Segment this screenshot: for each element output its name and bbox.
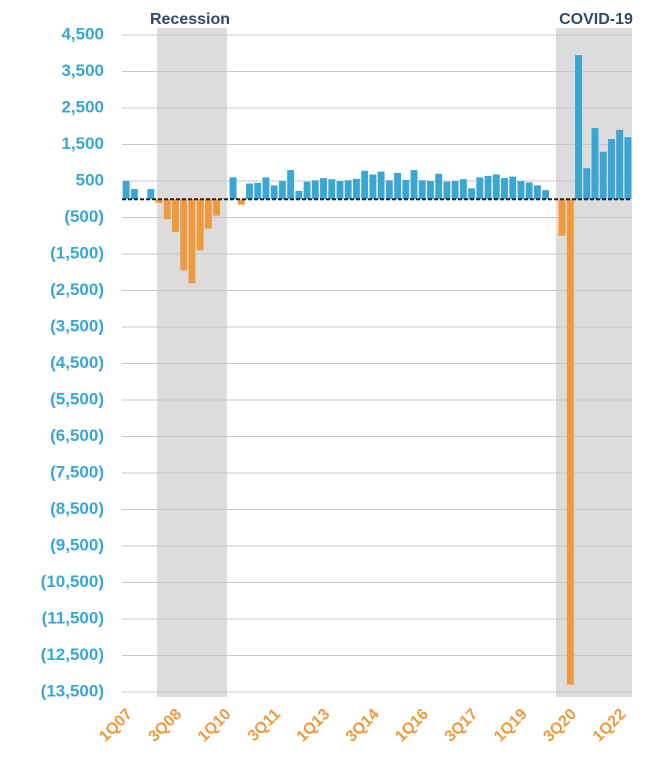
bar — [509, 176, 517, 200]
bar — [476, 177, 484, 200]
bar — [262, 177, 270, 200]
x-tick-label: 1Q07 — [96, 706, 136, 746]
y-tick-label: (10,500) — [41, 572, 104, 591]
bar — [517, 181, 525, 200]
bar — [468, 188, 476, 200]
bar — [254, 182, 262, 200]
bar — [443, 181, 451, 200]
bar — [155, 199, 163, 203]
bar — [303, 181, 311, 200]
bar — [122, 181, 130, 200]
x-tick-label: 3Q08 — [146, 706, 186, 746]
bar — [575, 55, 582, 200]
y-tick-label: (2,500) — [50, 280, 104, 299]
bar — [607, 139, 615, 200]
annotation: COVID-19 — [559, 11, 633, 28]
bar — [591, 128, 599, 200]
bar — [525, 182, 533, 200]
y-tick-label: 1,500 — [61, 134, 104, 153]
bar — [336, 181, 344, 200]
y-tick-label: (500) — [64, 207, 104, 226]
bar — [130, 189, 138, 200]
bar — [459, 179, 467, 200]
bar — [558, 199, 566, 236]
bar — [427, 181, 434, 200]
y-tick-label: (6,500) — [50, 426, 104, 445]
y-tick-label: 4,500 — [61, 24, 104, 43]
bar — [180, 199, 188, 271]
bar — [229, 177, 237, 200]
bar — [147, 189, 155, 200]
x-tick-label: 1Q16 — [392, 706, 432, 746]
y-tick-label: (13,500) — [41, 681, 104, 700]
y-tick-label: 2,500 — [61, 97, 104, 116]
bar — [196, 199, 204, 251]
bar — [352, 178, 360, 200]
bar — [533, 185, 541, 200]
y-tick-label: 3,500 — [61, 61, 104, 80]
bar — [213, 199, 221, 216]
bar — [163, 199, 171, 220]
bar — [287, 170, 295, 200]
bar — [435, 173, 443, 200]
bar — [295, 190, 303, 200]
x-tick-label: 3Q20 — [540, 706, 580, 746]
bar — [616, 129, 624, 200]
bar — [501, 178, 508, 200]
bar — [270, 185, 278, 200]
recession-shade — [157, 28, 227, 697]
x-tick-label: 1Q13 — [294, 706, 334, 746]
bar — [320, 178, 327, 200]
x-tick-label: 3Q17 — [442, 706, 482, 746]
bar — [246, 183, 253, 200]
x-tick-label: 1Q19 — [491, 706, 531, 746]
bar — [311, 180, 319, 200]
y-tick-label: (12,500) — [41, 645, 104, 664]
y-tick-label: (7,500) — [50, 462, 104, 481]
y-tick-label: (9,500) — [50, 535, 104, 554]
y-tick-label: (1,500) — [50, 243, 104, 262]
x-tick-label: 3Q14 — [343, 706, 383, 746]
bar — [188, 199, 196, 284]
bar — [278, 181, 286, 200]
bar — [492, 174, 500, 200]
y-tick-label: (3,500) — [50, 316, 104, 335]
y-tick-label: 500 — [76, 170, 104, 189]
bar — [566, 199, 574, 685]
y-tick-label: (5,500) — [50, 389, 104, 408]
bar — [402, 179, 410, 200]
bar — [583, 168, 591, 200]
x-tick-label: 3Q11 — [245, 706, 284, 745]
y-tick-label: (11,500) — [42, 608, 104, 627]
bar — [542, 190, 550, 200]
y-tick-label: (8,500) — [50, 499, 104, 518]
bar — [369, 174, 377, 200]
bar — [361, 170, 369, 200]
bar — [410, 170, 418, 200]
annotation: Recession — [150, 11, 230, 28]
bar — [451, 181, 459, 200]
bar — [344, 180, 352, 200]
y-tick-label: (4,500) — [50, 353, 104, 372]
bar — [172, 199, 179, 233]
bar — [385, 180, 393, 200]
bar — [624, 137, 632, 200]
bar — [377, 171, 385, 200]
bar — [599, 151, 607, 200]
bar — [394, 172, 402, 200]
bar — [484, 175, 492, 200]
bar — [418, 180, 426, 200]
x-tick-label: 1Q10 — [195, 706, 235, 746]
bar — [204, 199, 212, 229]
bar — [328, 179, 336, 200]
bar — [237, 199, 245, 205]
x-tick-label: 1Q22 — [590, 706, 630, 746]
